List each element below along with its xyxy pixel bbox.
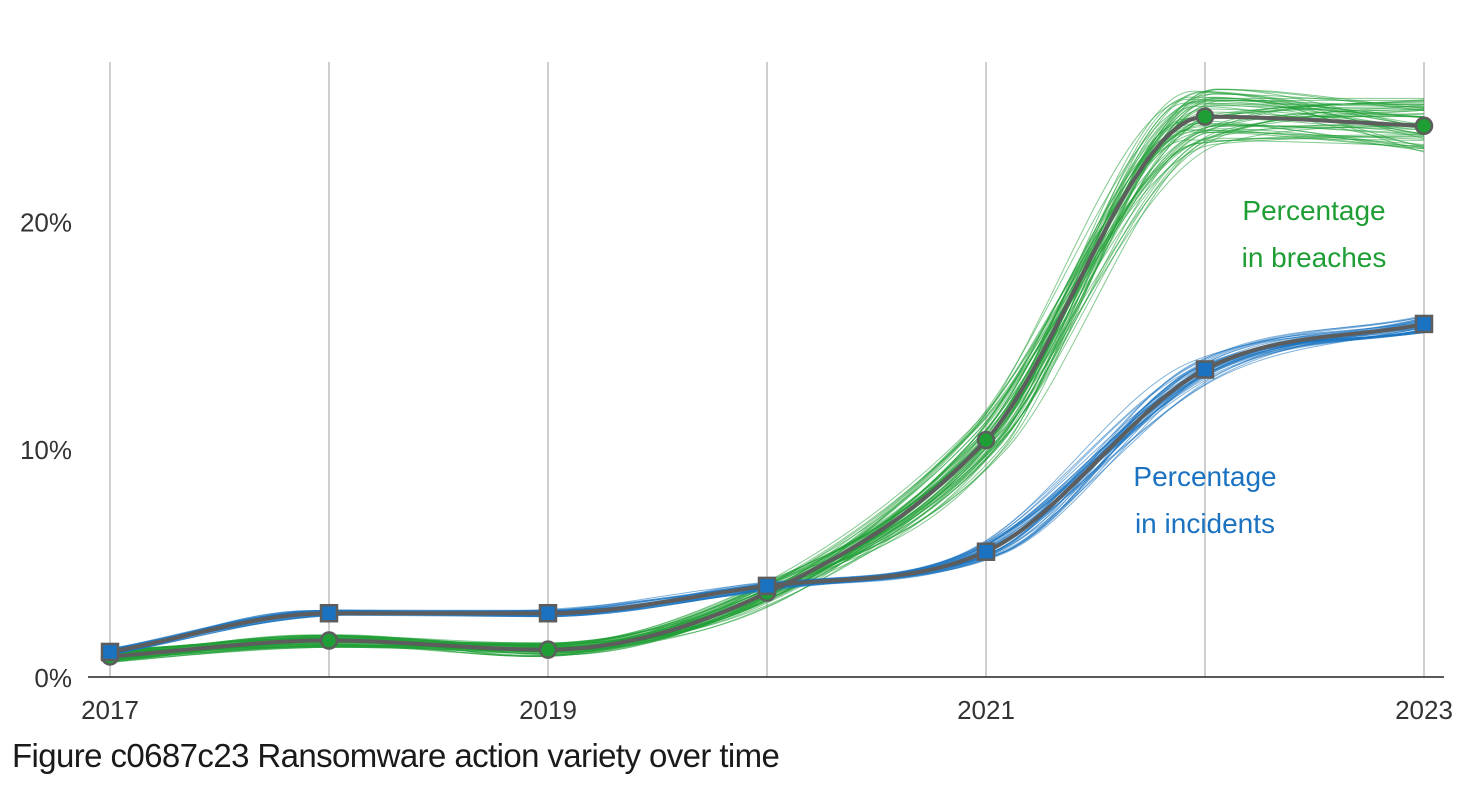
series-label-incidents: Percentage in incidents [1133,461,1276,539]
point-incidents-2019 [538,603,558,623]
x-tick-label-2021: 2021 [957,695,1015,725]
point-breaches-2018 [319,631,339,650]
x-tick-label-2023: 2023 [1395,695,1453,725]
series-label-line: in breaches [1242,242,1387,273]
point-incidents-2022 [1195,360,1215,379]
series-label-line: in incidents [1135,508,1275,539]
point-incidents-2017 [100,642,120,662]
point-incidents-2018 [319,603,339,623]
point-incidents-2023 [1414,314,1434,334]
series-markers [100,107,1434,666]
x-tick-label-2019: 2019 [519,695,577,725]
figure-caption: Figure c0687c23 Ransomware action variet… [12,737,780,774]
y-tick-label-20%: 20% [20,207,72,237]
point-incidents-2021 [976,542,996,561]
point-breaches-2019 [538,640,558,659]
point-incidents-2020 [757,576,777,596]
series-label-line: Percentage [1242,195,1385,226]
x-tick-label-2017: 2017 [81,695,139,725]
point-breaches-2021 [976,430,996,450]
series-labels: Percentage in breaches Percentage in incide… [1133,195,1386,539]
series-label-line: Percentage [1133,461,1276,492]
axes: 2017 2019 2021 2023 0% 10% 20% [20,207,1453,725]
y-tick-label-10%: 10% [20,435,72,465]
y-tick-label-0%: 0% [34,663,72,693]
series-label-breaches: Percentage in breaches [1242,195,1387,273]
point-breaches-2022 [1195,107,1215,126]
point-breaches-2023 [1414,116,1434,136]
